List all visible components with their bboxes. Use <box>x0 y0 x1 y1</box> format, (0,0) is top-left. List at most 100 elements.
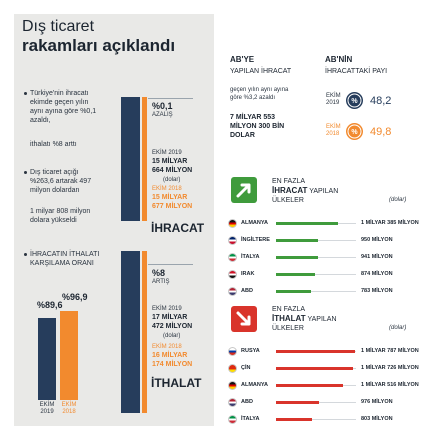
value-bar <box>276 222 338 225</box>
arrow-down-right-icon <box>231 306 257 332</box>
top-imports-title-rest: YAPILAN <box>307 316 337 323</box>
percent-icon: % <box>346 123 363 140</box>
country-row: ABD 783 MİLYON <box>228 286 428 298</box>
top-exports-title-bold: İHRACAT <box>272 186 308 195</box>
value-bar <box>276 350 355 353</box>
flag-icon <box>228 415 237 424</box>
coverage-2018-label: EKİM 2018 <box>61 402 77 415</box>
export-change-value: %0,1 <box>152 101 173 111</box>
country-value: 1 MİLYAR 787 MİLYON <box>361 348 419 354</box>
country-value: 976 MİLYON <box>361 399 393 405</box>
value-bar <box>276 256 318 259</box>
top-exports-title-rest: YAPILAN <box>309 188 339 195</box>
bar-track <box>276 274 356 275</box>
eu-exports-subtitle: YAPILAN İHRACAT <box>230 68 292 75</box>
export-2018-value-1: 15 MİLYAR <box>152 194 188 201</box>
eu-share-title: AB'NİN <box>325 55 353 64</box>
eu-exports-note-2: göre %3,2 azaldı <box>230 95 276 101</box>
country-value: 1 MİLYAR 516 MİLYON <box>361 382 419 388</box>
top-exports-title-1: EN FAZLA <box>272 178 306 185</box>
country-row: IRAK 874 MİLYON <box>228 269 428 281</box>
coverage-2019-bar <box>38 318 56 400</box>
flag-icon <box>228 253 237 262</box>
eu-exports-note-1: geçen yılın aynı ayına <box>230 87 289 93</box>
bullet-dot <box>24 253 27 256</box>
top-exports-unit: (dolar) <box>389 197 407 203</box>
bullet-text: Dış ticaret açığı %263,6 artarak 497 mil… <box>30 169 92 194</box>
svg-text:%: % <box>351 129 358 136</box>
import-change-label: ARTIŞ <box>152 279 170 285</box>
country-row: İTALYA 803 MİLYON <box>228 414 428 426</box>
bullet-text: Türkiye'nin ihracatı ekimde geçen yılın … <box>30 90 97 124</box>
country-name: İTALYA <box>241 416 260 422</box>
country-row: ABD 976 MİLYON <box>228 397 428 409</box>
top-imports-title-3: ÜLKELER <box>272 325 304 332</box>
country-row: ÇİN 1 MİLYAR 726 MİLYON <box>228 363 428 375</box>
import-2018-label: EKİM 2018 <box>152 344 182 350</box>
bullet-dot <box>24 92 27 95</box>
top-imports-unit: (dolar) <box>389 325 407 331</box>
export-2018-label: EKİM 2018 <box>152 186 182 192</box>
top-imports-title-1: EN FAZLA <box>272 306 306 313</box>
arrow-up-right-icon <box>231 177 257 203</box>
eu-exports-heading: AB'YE <box>230 55 254 65</box>
flag-icon <box>228 219 237 228</box>
bullet-exports-increase: Türkiye'nin ihracatı ekimde geçen yılın … <box>24 89 100 125</box>
flag-icon <box>228 381 237 390</box>
country-row: İNGİLTERE 950 MİLYON <box>228 235 428 247</box>
eu-share-heading: AB'NİN <box>325 55 352 65</box>
export-change-label: AZALIŞ <box>152 112 173 118</box>
bullet-trade-deficit: Dış ticaret açığı %263,6 artarak 497 mil… <box>24 168 102 195</box>
import-level-line <box>148 264 193 265</box>
country-name: RUSYA <box>241 348 260 354</box>
country-row: RUSYA 1 MİLYAR 787 MİLYON <box>228 346 428 358</box>
top-exports-title-3: ÜLKELER <box>272 197 304 204</box>
coverage-2019-label: EKİM 2019 <box>39 402 55 415</box>
bar-track <box>276 291 356 292</box>
country-name: İNGİLTERE <box>241 237 270 243</box>
flag-icon <box>228 236 237 245</box>
import-2019-label: EKİM 2019 <box>152 306 182 312</box>
import-change-value: %8 <box>152 268 166 278</box>
eu-share-2018-label: EKİM 2018 <box>326 124 341 137</box>
export-2019-value-1: 15 MİLYAR <box>152 158 188 165</box>
country-value: 874 MİLYON <box>361 271 393 277</box>
country-name: ABD <box>241 399 253 405</box>
export-level-line <box>148 98 193 99</box>
eu-exports-title: AB'YE <box>230 55 255 64</box>
svg-text:%: % <box>351 98 358 105</box>
country-row: ALMANYA 1 MİLYAR 516 MİLYON <box>228 380 428 392</box>
eu-exports-value-2: MİLYON 300 BİN <box>230 123 285 130</box>
value-bar <box>276 384 343 387</box>
import-heading: İTHALAT <box>151 376 202 390</box>
export-2019-bar <box>121 97 140 221</box>
eu-share-subtitle: İHRACATTAKİ PAYI <box>325 68 388 75</box>
coverage-2019-value: %89,6 <box>37 300 63 310</box>
country-row: ALMANYA 1 MİLYAR 385 MİLYON <box>228 218 428 230</box>
import-2018-bar <box>142 251 147 413</box>
flag-icon <box>228 398 237 407</box>
country-name: ABD <box>241 288 253 294</box>
eu-exports-value-1: 7 MİLYAR 553 <box>230 114 276 121</box>
headline-line-2: rakamları açıklandı <box>22 36 176 55</box>
eu-share-2018-value: 49,8 <box>370 126 392 138</box>
export-2018-bar <box>142 97 147 221</box>
country-name: ÇİN <box>241 365 251 371</box>
coverage-2018-value: %96,9 <box>62 292 88 302</box>
export-unit: (dolar) <box>163 177 181 183</box>
bullet-deficit-amount: 1 milyar 808 milyon dolara yükseldi <box>30 208 91 224</box>
flag-icon <box>228 287 237 296</box>
export-2018-value-2: 677 MİLYON <box>152 203 193 210</box>
country-name: ALMANYA <box>241 220 268 226</box>
country-name: ALMANYA <box>241 382 268 388</box>
top-imports-title-2: İTHALAT YAPILAN <box>272 314 337 324</box>
import-unit: (dolar) <box>163 333 181 339</box>
country-value: 950 MİLYON <box>361 237 393 243</box>
eu-share-2019-value: 48,2 <box>370 95 392 107</box>
import-2019-bar <box>121 251 140 413</box>
import-2018-value-2: 174 MİLYON <box>152 361 193 368</box>
country-value: 783 MİLYON <box>361 288 393 294</box>
value-bar <box>276 273 315 276</box>
bullet-text: İHRACATIN İTHALATI KARŞILAMA ORANI <box>30 251 100 267</box>
eu-exports-value-3: DOLAR <box>230 132 255 139</box>
